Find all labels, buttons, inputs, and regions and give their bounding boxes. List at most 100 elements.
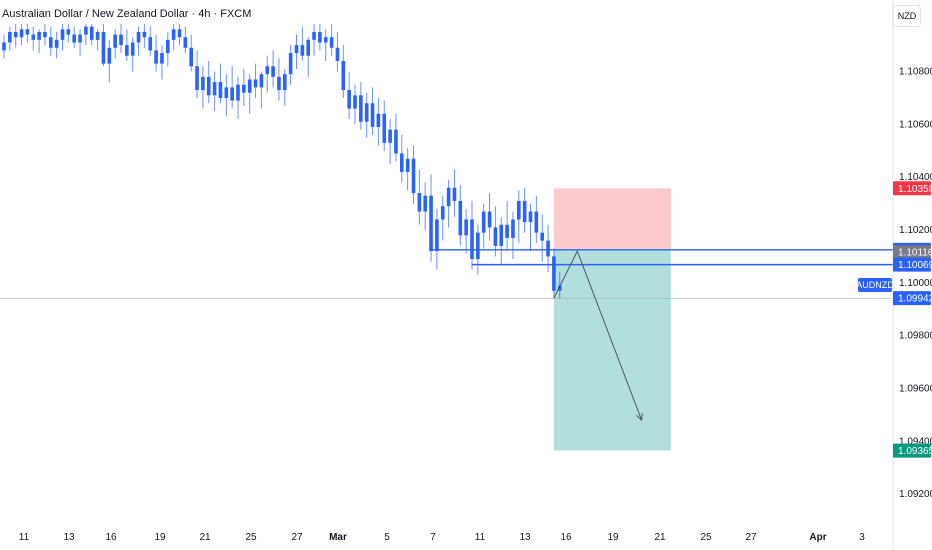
candle-body: [476, 232, 480, 260]
candle-body: [312, 31, 316, 40]
candle-body: [189, 47, 193, 67]
candle-body: [236, 84, 240, 101]
candle-body: [534, 211, 539, 233]
time-tick-label: 21: [199, 532, 211, 543]
candle-body: [353, 95, 357, 109]
candle-body: [31, 34, 36, 40]
price-axis[interactable]: 1.10800 1.10600 1.10400 1.10200 1.10000 1.098…: [892, 0, 932, 550]
time-tick-label: 11: [475, 532, 486, 543]
candle-body: [89, 26, 94, 40]
candle-body: [136, 31, 141, 43]
chart-title: Australian Dollar / New Zealand Dollar ·…: [2, 8, 252, 20]
time-tick-label: 7: [430, 532, 436, 543]
candle-body: [517, 200, 521, 220]
candle-body: [435, 219, 439, 252]
candle-body: [66, 29, 71, 35]
candle-body: [206, 76, 211, 96]
candle-body: [341, 60, 346, 91]
candle-body: [60, 29, 65, 40]
candle-body: [19, 29, 24, 38]
candle-body: [528, 211, 533, 223]
candle-body: [177, 29, 182, 38]
price-tag-target: [893, 443, 931, 458]
candle-body: [265, 66, 270, 75]
candle-body: [242, 84, 246, 93]
candle-body: [400, 153, 404, 172]
candle-body: [540, 232, 544, 241]
candle-body: [201, 76, 205, 91]
time-tick-label: 25: [245, 532, 257, 543]
candle-body: [37, 31, 41, 40]
price-tick-label: 1.10400: [899, 172, 932, 183]
time-axis[interactable]: 11 13 16 19 21 25 27 Mar 5 7 11 13 16 19 21 25 27 Apr 3: [19, 532, 865, 543]
position-zones: [0, 188, 893, 451]
candle-body: [405, 158, 410, 172]
time-tick-label: 13: [519, 532, 531, 543]
candle-body: [481, 211, 486, 233]
candle-body: [417, 193, 422, 212]
candle-body: [376, 113, 381, 128]
price-tag-grey: [893, 245, 931, 260]
price-tick-label: 1.10800: [899, 67, 932, 78]
candle-body: [487, 211, 492, 228]
candle-body: [423, 195, 427, 212]
candle-body: [166, 39, 170, 54]
candle-body: [493, 227, 498, 246]
candle-body: [195, 66, 199, 91]
time-tick-label: 25: [700, 532, 712, 543]
time-tick-label: 16: [560, 532, 572, 543]
price-tick-label: 1.10000: [899, 278, 932, 289]
candle-body: [183, 37, 188, 48]
time-tick-label: 19: [154, 532, 166, 543]
time-tick-label: 27: [291, 532, 303, 543]
price-tag-label: 1.09365: [898, 446, 932, 457]
price-tick-label: 1.10200: [899, 225, 932, 236]
time-tick-label: 27: [745, 532, 757, 543]
candle-body: [294, 45, 299, 54]
price-tag-current: [893, 291, 931, 306]
projection-line: [553, 250, 643, 421]
price-tag-level: [893, 257, 931, 272]
candle-body: [25, 29, 30, 35]
candle-body: [370, 103, 375, 128]
candle-body: [2, 42, 6, 51]
candle-body: [125, 45, 129, 56]
candle-body: [78, 34, 82, 43]
candle-body: [43, 31, 47, 38]
time-tick-label: 21: [654, 532, 666, 543]
candle-body: [440, 206, 445, 220]
candle-body: [359, 95, 363, 122]
candle-body: [318, 31, 322, 43]
price-tick-label: 1.09200: [899, 489, 932, 500]
candle-body: [49, 37, 53, 48]
candle-body: [429, 195, 433, 252]
candle-body: [511, 219, 515, 238]
candle-body: [107, 47, 112, 64]
time-tick-label: 16: [105, 532, 117, 543]
candle-body: [382, 113, 387, 143]
symbol-price-tag: AUDNZD: [856, 278, 894, 292]
candle-body: [142, 31, 147, 38]
price-tick-label: 1.10600: [899, 119, 932, 130]
candle-body: [218, 82, 223, 98]
candle-body: [557, 285, 562, 291]
candle-body: [446, 187, 451, 207]
candle-body: [95, 31, 100, 40]
price-tag-label: 1.09942: [898, 294, 932, 305]
candle-body: [130, 42, 135, 56]
projection-path: [553, 250, 643, 422]
candle-body: [54, 39, 59, 48]
candle-body: [160, 53, 164, 64]
candle-body: [288, 53, 293, 75]
candle-body: [154, 50, 158, 64]
candle-body: [347, 90, 351, 109]
price-tag-stop: [893, 181, 931, 196]
candle-body: [84, 26, 88, 35]
candle-body: [259, 74, 264, 88]
candle-body: [300, 45, 305, 56]
candle-body: [458, 200, 463, 236]
take-profit-zone: [553, 249, 671, 451]
time-tick-label: 19: [607, 532, 619, 543]
candle-body: [171, 29, 176, 40]
